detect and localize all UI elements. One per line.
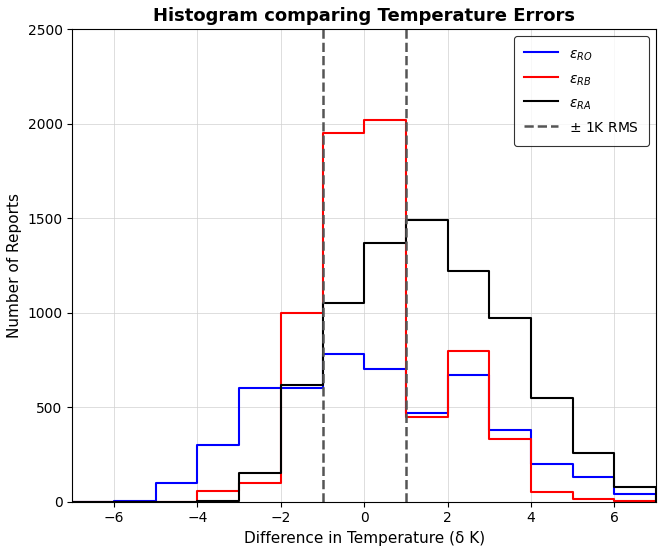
$\epsilon_{RO}$ — [485, 372, 493, 378]
$\epsilon_{RA}$ — [402, 217, 410, 223]
$\epsilon_{RO}$ — [402, 366, 410, 373]
$\epsilon_{RO}$ — [194, 479, 202, 486]
$\epsilon_{RO}$ — [444, 372, 452, 378]
$\epsilon_{RO}$ — [68, 498, 76, 505]
Line: $\epsilon_{RA}$: $\epsilon_{RA}$ — [72, 220, 656, 502]
$\epsilon_{RB}$ — [68, 498, 76, 505]
$\epsilon_{RB}$ — [152, 498, 160, 505]
$\epsilon_{RO}$ — [360, 351, 368, 358]
$\epsilon_{RA}$ — [235, 498, 243, 504]
$\epsilon_{RO}$ — [611, 474, 619, 481]
$\epsilon_{RO}$ — [652, 491, 660, 498]
$\epsilon_{RA}$ — [485, 315, 493, 322]
$\epsilon_{RA}$ — [277, 381, 285, 388]
$\epsilon_{RB}$ — [152, 498, 160, 505]
$\epsilon_{RB}$ — [110, 498, 118, 505]
$\epsilon_{RA}$ — [110, 498, 118, 505]
$\epsilon_{RB}$ — [444, 414, 452, 420]
$\epsilon_{RB}$ — [194, 498, 202, 505]
$\epsilon_{RA}$ — [402, 239, 410, 246]
$\epsilon_{RA}$ — [235, 470, 243, 477]
$\epsilon_{RA}$ — [444, 268, 452, 274]
$\epsilon_{RO}$ — [277, 385, 285, 392]
Line: $\epsilon_{RB}$: $\epsilon_{RB}$ — [72, 120, 656, 502]
$\epsilon_{RO}$ — [569, 474, 577, 481]
$\epsilon_{RA}$ — [569, 394, 577, 401]
$\epsilon_{RA}$ — [68, 498, 76, 505]
$\epsilon_{RA}$ — [611, 483, 619, 490]
$\epsilon_{RO}$ — [444, 410, 452, 416]
$\epsilon_{RA}$ — [360, 239, 368, 246]
$\epsilon_{RO}$ — [652, 498, 660, 505]
Legend: $\epsilon_{RO}$, $\epsilon_{RB}$, $\epsilon_{RA}$, $\pm$ 1K RMS: $\epsilon_{RO}$, $\epsilon_{RB}$, $\epsi… — [514, 36, 649, 146]
$\epsilon_{RB}$ — [485, 347, 493, 354]
$\epsilon_{RA}$ — [110, 498, 118, 505]
$\epsilon_{RO}$ — [235, 442, 243, 448]
$\epsilon_{RB}$ — [235, 479, 243, 486]
$\epsilon_{RO}$ — [569, 461, 577, 467]
$\epsilon_{RB}$ — [527, 436, 535, 443]
$\epsilon_{RB}$ — [444, 347, 452, 354]
X-axis label: Difference in Temperature (δ K): Difference in Temperature (δ K) — [243, 531, 485, 546]
$\epsilon_{RB}$ — [318, 310, 326, 316]
$\epsilon_{RO}$ — [318, 351, 326, 358]
$\epsilon_{RB}$ — [402, 117, 410, 123]
$\epsilon_{RA}$ — [569, 450, 577, 456]
Line: $\epsilon_{RO}$: $\epsilon_{RO}$ — [72, 354, 656, 502]
$\epsilon_{RB}$ — [360, 117, 368, 123]
$\epsilon_{RB}$ — [527, 489, 535, 495]
Title: Histogram comparing Temperature Errors: Histogram comparing Temperature Errors — [153, 7, 575, 25]
$\epsilon_{RA}$ — [485, 268, 493, 274]
$\epsilon_{RB}$ — [235, 488, 243, 495]
$\epsilon_{RB}$ — [277, 479, 285, 486]
$\epsilon_{RB}$ — [68, 498, 76, 505]
$\epsilon_{RB}$ — [360, 130, 368, 137]
$\epsilon_{RO}$ — [318, 385, 326, 392]
$\epsilon_{RB}$ — [652, 498, 660, 504]
$\epsilon_{RB}$ — [485, 436, 493, 443]
$\pm$ 1K RMS — [318, 498, 326, 505]
$\epsilon_{RA}$ — [444, 217, 452, 223]
$\epsilon_{RA}$ — [194, 498, 202, 505]
$\epsilon_{RB}$ — [318, 130, 326, 137]
$\epsilon_{RA}$ — [360, 300, 368, 307]
$\epsilon_{RA}$ — [277, 470, 285, 477]
$\epsilon_{RO}$ — [527, 461, 535, 467]
$\epsilon_{RB}$ — [569, 495, 577, 502]
$\epsilon_{RB}$ — [194, 488, 202, 495]
$\epsilon_{RB}$ — [611, 495, 619, 502]
$\epsilon_{RB}$ — [569, 489, 577, 495]
$\epsilon_{RA}$ — [652, 483, 660, 490]
$\epsilon_{RB}$ — [110, 498, 118, 505]
$\epsilon_{RA}$ — [68, 498, 76, 505]
$\epsilon_{RO}$ — [611, 491, 619, 498]
$\epsilon_{RO}$ — [152, 498, 160, 504]
$\epsilon_{RA}$ — [152, 498, 160, 505]
$\epsilon_{RA}$ — [527, 394, 535, 401]
$\epsilon_{RA}$ — [152, 498, 160, 505]
$\epsilon_{RB}$ — [611, 498, 619, 504]
$\epsilon_{RO}$ — [277, 385, 285, 392]
$\epsilon_{RA}$ — [652, 498, 660, 505]
$\epsilon_{RO}$ — [527, 427, 535, 434]
$\epsilon_{RO}$ — [152, 479, 160, 486]
$\epsilon_{RO}$ — [360, 366, 368, 373]
$\epsilon_{RA}$ — [527, 315, 535, 322]
$\epsilon_{RO}$ — [485, 427, 493, 434]
$\epsilon_{RA}$ — [611, 450, 619, 456]
$\epsilon_{RA}$ — [318, 300, 326, 307]
$\epsilon_{RB}$ — [277, 310, 285, 316]
$\epsilon_{RO}$ — [110, 498, 118, 504]
$\epsilon_{RA}$ — [194, 498, 202, 504]
$\epsilon_{RO}$ — [68, 498, 76, 505]
$\epsilon_{RO}$ — [402, 410, 410, 416]
Y-axis label: Number of Reports: Number of Reports — [7, 193, 22, 338]
$\epsilon_{RO}$ — [235, 385, 243, 392]
$\epsilon_{RO}$ — [110, 498, 118, 505]
$\epsilon_{RA}$ — [318, 381, 326, 388]
$\epsilon_{RB}$ — [402, 414, 410, 420]
$\epsilon_{RO}$ — [194, 442, 202, 448]
$\epsilon_{RB}$ — [652, 498, 660, 505]
$\pm$ 1K RMS — [318, 498, 326, 505]
